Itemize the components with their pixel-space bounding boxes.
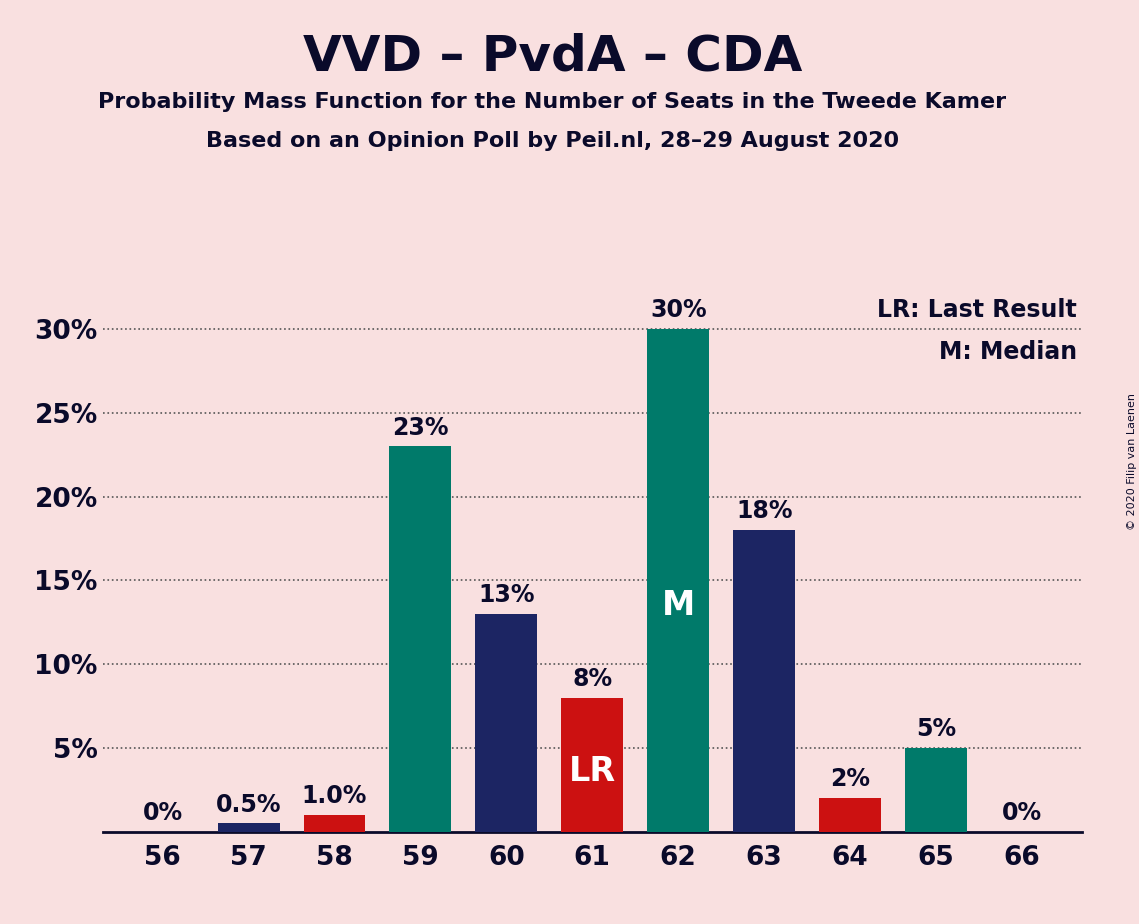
Text: 5%: 5% bbox=[916, 717, 956, 741]
Bar bbox=[304, 815, 366, 832]
Bar bbox=[562, 698, 623, 832]
Text: 2%: 2% bbox=[830, 768, 870, 791]
Bar bbox=[734, 530, 795, 832]
Text: LR: Last Result: LR: Last Result bbox=[877, 298, 1077, 322]
Text: LR: LR bbox=[568, 755, 616, 788]
Text: Probability Mass Function for the Number of Seats in the Tweede Kamer: Probability Mass Function for the Number… bbox=[98, 92, 1007, 113]
Text: 8%: 8% bbox=[572, 667, 613, 691]
Text: Based on an Opinion Poll by Peil.nl, 28–29 August 2020: Based on an Opinion Poll by Peil.nl, 28–… bbox=[206, 131, 899, 152]
Text: 0%: 0% bbox=[142, 801, 182, 825]
Text: 1.0%: 1.0% bbox=[302, 784, 367, 808]
Text: VVD – PvdA – CDA: VVD – PvdA – CDA bbox=[303, 32, 802, 80]
Text: M: Median: M: Median bbox=[939, 340, 1077, 364]
Bar bbox=[218, 823, 279, 832]
Bar bbox=[819, 798, 880, 832]
Text: 13%: 13% bbox=[478, 583, 534, 607]
Text: 23%: 23% bbox=[392, 416, 449, 440]
Text: 0.5%: 0.5% bbox=[215, 793, 281, 817]
Bar bbox=[906, 748, 967, 832]
Bar bbox=[647, 329, 710, 832]
Text: 30%: 30% bbox=[650, 298, 706, 322]
Text: 0%: 0% bbox=[1002, 801, 1042, 825]
Text: M: M bbox=[662, 589, 695, 622]
Text: © 2020 Filip van Laenen: © 2020 Filip van Laenen bbox=[1126, 394, 1137, 530]
Bar bbox=[390, 446, 451, 832]
Bar bbox=[475, 614, 538, 832]
Text: 18%: 18% bbox=[736, 500, 793, 523]
